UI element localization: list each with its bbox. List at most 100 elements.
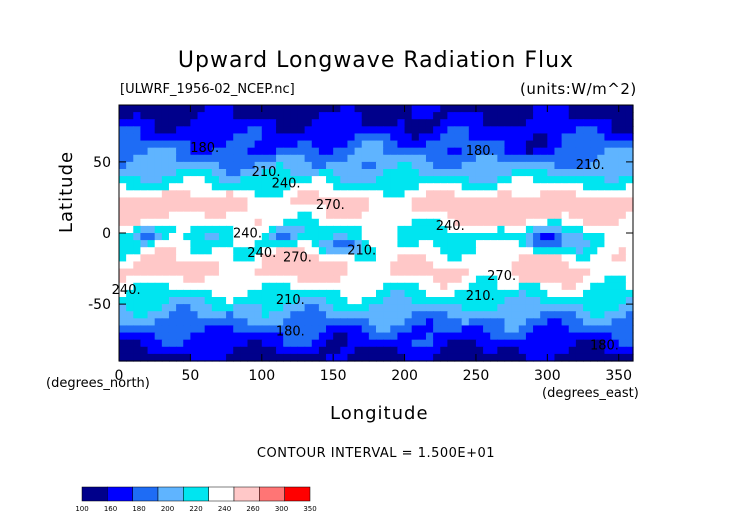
heatmap-cell: [447, 346, 456, 355]
heatmap-cell: [347, 318, 356, 327]
heatmap-cell: [611, 154, 620, 163]
heatmap-cell: [518, 197, 527, 206]
heatmap-cell: [547, 318, 556, 327]
heatmap-cell: [433, 254, 441, 263]
heatmap-cell: [347, 204, 356, 213]
heatmap-cell: [240, 254, 249, 263]
heatmap-cell: [440, 112, 448, 120]
heatmap-cell: [590, 147, 598, 156]
heatmap-cell: [497, 183, 506, 191]
heatmap-cell: [511, 318, 520, 327]
heatmap-cell: [618, 318, 627, 327]
heatmap-cell: [397, 275, 406, 284]
heatmap-cell: [354, 147, 363, 156]
heatmap-cell: [347, 233, 356, 241]
heatmap-cell: [390, 161, 399, 170]
heatmap-cell: [397, 325, 406, 334]
heatmap-cell: [618, 311, 627, 319]
heatmap-cell: [354, 126, 363, 135]
heatmap-cell: [240, 332, 249, 341]
contour-label: 240.: [272, 176, 301, 191]
heatmap-cell: [447, 176, 456, 184]
heatmap-cell: [618, 325, 627, 334]
heatmap-cell: [590, 154, 598, 163]
heatmap-cell: [247, 147, 256, 156]
heatmap-cell: [268, 211, 277, 220]
heatmap-cell: [311, 190, 320, 199]
heatmap-cell: [518, 112, 527, 120]
heatmap-cell: [276, 169, 284, 177]
heatmap-cell: [340, 126, 349, 135]
heatmap-cell: [340, 261, 349, 270]
heatmap-cell: [540, 240, 548, 248]
heatmap-cell: [447, 119, 456, 127]
heatmap-cell: [190, 268, 199, 277]
heatmap-cell: [568, 289, 577, 298]
heatmap-cell: [547, 211, 556, 220]
heatmap-cell: [575, 190, 584, 199]
heatmap-cell: [347, 133, 356, 142]
heatmap-cell: [176, 183, 184, 191]
heatmap-cell: [454, 233, 463, 241]
heatmap-cell: [233, 275, 241, 284]
heatmap-cell: [490, 133, 498, 142]
heatmap-cell: [561, 126, 570, 135]
heatmap-cell: [154, 282, 163, 291]
heatmap-cell: [461, 147, 470, 156]
heatmap-cell: [511, 282, 520, 291]
heatmap-cell: [397, 112, 406, 120]
heatmap-cell: [297, 353, 306, 362]
heatmap-cell: [140, 289, 149, 298]
heatmap-cell: [176, 126, 184, 135]
heatmap-cell: [290, 154, 299, 163]
heatmap-cell: [168, 346, 177, 355]
heatmap-cell: [397, 133, 406, 142]
heatmap-cell: [475, 190, 484, 199]
heatmap-cell: [154, 332, 163, 341]
heatmap-cell: [254, 147, 263, 156]
heatmap-cell: [161, 147, 170, 156]
heatmap-cell: [311, 211, 320, 220]
contour-label: 270.: [316, 198, 345, 213]
heatmap-cell: [368, 318, 377, 327]
heatmap-cell: [176, 304, 184, 312]
heatmap-cell: [347, 289, 356, 298]
heatmap-cell: [183, 346, 191, 355]
heatmap-cell: [604, 105, 613, 113]
heatmap-cell: [490, 225, 498, 234]
heatmap-cell: [333, 254, 341, 263]
heatmap-cell: [361, 126, 370, 135]
heatmap-cell: [625, 126, 634, 135]
heatmap-cell: [240, 197, 249, 206]
heatmap-cell: [233, 133, 241, 142]
heatmap-cell: [397, 261, 406, 270]
heatmap-cell: [183, 176, 191, 184]
heatmap-cell: [383, 332, 391, 341]
heatmap-cell: [361, 332, 370, 341]
contour-label: 240.: [247, 246, 276, 261]
heatmap-cell: [440, 133, 448, 142]
heatmap-cell: [326, 211, 334, 220]
heatmap-cell: [397, 204, 406, 213]
heatmap-cell: [554, 240, 563, 248]
heatmap-cell: [119, 190, 127, 199]
heatmap-cell: [547, 311, 556, 319]
heatmap-cell: [554, 197, 563, 206]
heatmap-cell: [425, 176, 434, 184]
heatmap-cell: [554, 254, 563, 263]
heatmap-cell: [347, 311, 356, 319]
heatmap-cell: [183, 140, 191, 149]
heatmap-cell: [425, 247, 434, 255]
heatmap-cell: [376, 190, 384, 199]
heatmap-cell: [326, 140, 334, 149]
heatmap-cell: [340, 105, 349, 113]
heatmap-cell: [597, 126, 606, 135]
heatmap-cell: [304, 254, 313, 263]
heatmap-cell: [504, 318, 513, 327]
heatmap-cell: [525, 339, 534, 348]
heatmap-cell: [468, 318, 477, 327]
heatmap-cell: [376, 353, 384, 362]
heatmap-cell: [311, 147, 320, 156]
heatmap-cell: [611, 268, 620, 277]
heatmap-cell: [119, 318, 127, 327]
